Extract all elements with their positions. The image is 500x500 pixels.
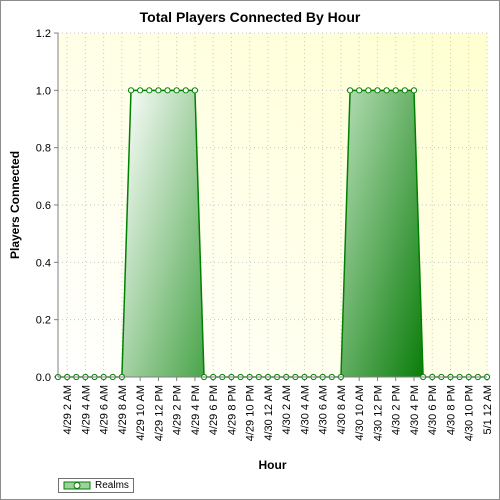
axes [57,33,487,378]
x-tick-label: 4/30 2 PM [391,385,403,435]
data-point [137,87,144,94]
x-tick-label: 4/29 10 PM [245,385,257,441]
data-point [182,87,189,94]
x-tick-label: 4/29 4 AM [80,385,92,435]
x-tick-label: 4/29 8 AM [117,385,129,435]
y-axis-label: Players Connected [8,151,22,259]
data-point [191,87,199,94]
area-layer [54,87,491,381]
x-tick-label: 4/30 12 PM [372,385,384,441]
y-tick-label: 1.0 [36,85,51,97]
data-point [392,87,399,94]
y-tick-label: 1.2 [36,28,51,40]
x-tick-label: 4/30 4 AM [299,385,311,435]
x-tick-label: 4/30 10 AM [354,385,366,441]
x-tick-label: 5/1 12 AM [482,385,494,435]
data-point [383,87,390,94]
y-tick-label: 0.8 [36,143,51,155]
chart-title: Total Players Connected By Hour [139,9,361,25]
x-tick-label: 4/29 8 PM [226,385,238,435]
data-point [374,87,381,94]
y-tick-labels: 0.0 0.2 0.4 0.6 0.8 1.0 1.2 [36,28,51,384]
x-tick-label: 4/29 10 AM [135,385,147,441]
x-tick-label: 4/29 2 PM [172,385,184,435]
x-tick-label: 4/30 8 PM [445,385,457,435]
data-point [346,87,354,94]
x-tick-label: 4/29 6 AM [99,385,111,435]
x-axis-label: Hour [259,458,287,472]
legend-series-name: Realms [95,480,129,491]
data-point [155,87,162,94]
x-tick-label: 4/30 10 PM [464,385,476,441]
data-point [164,87,171,94]
x-tick-label: 4/30 8 AM [336,385,348,435]
x-tick-label: 4/30 6 PM [427,385,439,435]
data-point [173,87,180,94]
x-tick-labels: 4/29 2 AM 4/29 4 AM 4/29 6 AM 4/29 8 AM 4/29… [62,385,494,441]
area-segment [340,90,424,377]
x-tick-label: 4/30 6 AM [318,385,330,435]
data-point [356,87,363,94]
x-tick-label: 4/29 6 PM [208,385,220,435]
data-point [127,87,135,94]
data-point [401,87,408,94]
x-tick-label: 4/29 4 PM [190,385,202,435]
y-tick-label: 0.6 [36,200,51,212]
data-point [146,87,153,94]
x-tick-label: 4/30 4 PM [409,385,421,435]
area-segment [121,90,205,377]
x-tick-label: 4/30 12 AM [263,385,275,441]
y-tick-label: 0.0 [36,372,51,384]
legend-swatch-icon [63,481,91,490]
y-tick-label: 0.4 [36,257,51,269]
legend: Realms [58,478,134,493]
y-tick-label: 0.2 [36,315,51,327]
x-tick-label: 4/30 2 AM [281,385,293,435]
data-point [410,87,418,94]
data-point [365,87,372,94]
x-tick-label: 4/29 2 AM [62,385,74,435]
x-tick-label: 4/29 12 PM [153,385,165,441]
